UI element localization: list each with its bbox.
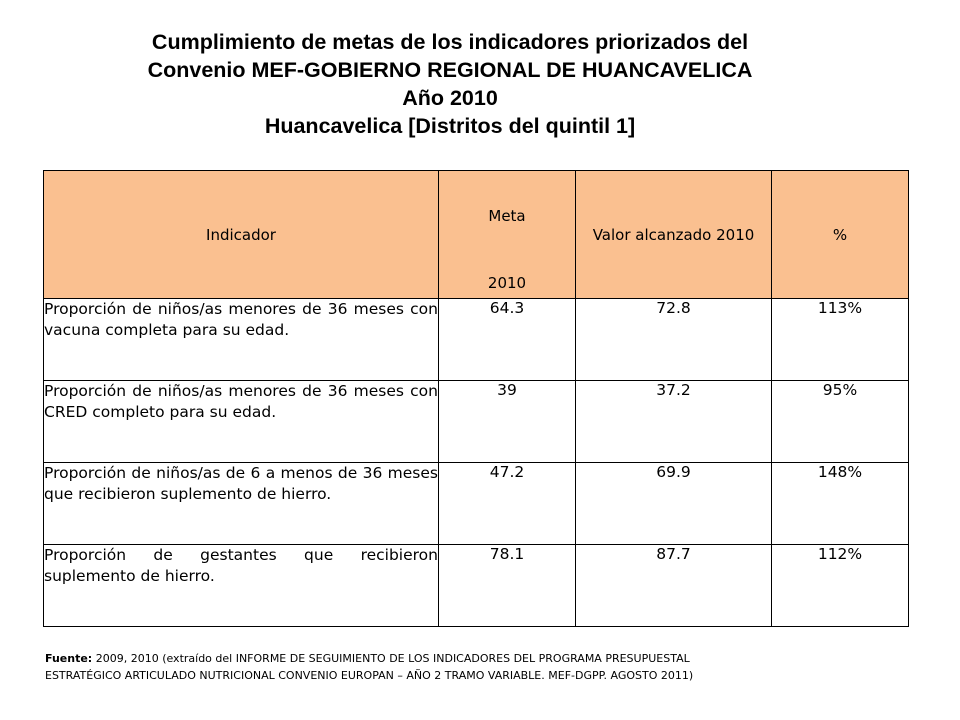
cell-pct: 95% xyxy=(771,380,909,463)
cell-indicador: Proporción de niños/as de 6 a menos de 3… xyxy=(43,462,439,545)
source-note: Fuente: 2009, 2010 (extraído del INFORME… xyxy=(45,650,925,684)
source-text-line-2: ESTRATÉGICO ARTICULADO NUTRICIONAL CONVE… xyxy=(45,669,694,682)
cell-valor: 87.7 xyxy=(575,544,772,627)
cell-valor: 37.2 xyxy=(575,380,772,463)
page-title: Cumplimiento de metas de los indicadores… xyxy=(60,28,840,140)
cell-valor: 72.8 xyxy=(575,298,772,381)
cell-pct: 148% xyxy=(771,462,909,545)
indicators-table: Indicador Meta 2010 Valor alcanzado 2010… xyxy=(43,170,909,627)
header-valor: Valor alcanzado 2010 xyxy=(575,170,772,299)
table-row: Proporción de niños/as de 6 a menos de 3… xyxy=(43,462,909,545)
cell-indicador: Proporción de niños/as menores de 36 mes… xyxy=(43,380,439,463)
header-pct: % xyxy=(771,170,909,299)
table-row: Proporción de niños/as menores de 36 mes… xyxy=(43,380,909,463)
header-indicador: Indicador xyxy=(43,170,439,299)
cell-valor: 69.9 xyxy=(575,462,772,545)
title-line-4: Huancavelica [Distritos del quintil 1] xyxy=(264,114,636,138)
cell-indicador: Proporción de gestantes que recibieron s… xyxy=(43,544,439,627)
table-header-row: Indicador Meta 2010 Valor alcanzado 2010… xyxy=(43,170,909,299)
cell-indicador: Proporción de niños/as menores de 36 mes… xyxy=(43,298,439,381)
table-row: Proporción de niños/as menores de 36 mes… xyxy=(43,298,909,381)
cell-meta: 64.3 xyxy=(438,298,576,381)
header-meta: Meta 2010 xyxy=(438,170,576,299)
cell-meta: 78.1 xyxy=(438,544,576,627)
table-row: Proporción de gestantes que recibieron s… xyxy=(43,544,909,627)
title-line-3: Año 2010 xyxy=(402,86,498,110)
header-meta-label: Meta xyxy=(488,207,526,225)
cell-pct: 113% xyxy=(771,298,909,381)
source-label: Fuente: xyxy=(45,652,93,665)
cell-pct: 112% xyxy=(771,544,909,627)
cell-meta: 47.2 xyxy=(438,462,576,545)
title-line-1: Cumplimiento de metas de los indicadores… xyxy=(151,30,749,54)
title-line-2: Convenio MEF-GOBIERNO REGIONAL DE HUANCA… xyxy=(147,58,753,82)
source-text-line-1: 2009, 2010 (extraído del INFORME DE SEGU… xyxy=(92,652,690,665)
cell-meta: 39 xyxy=(438,380,576,463)
header-meta-year: 2010 xyxy=(487,274,527,292)
